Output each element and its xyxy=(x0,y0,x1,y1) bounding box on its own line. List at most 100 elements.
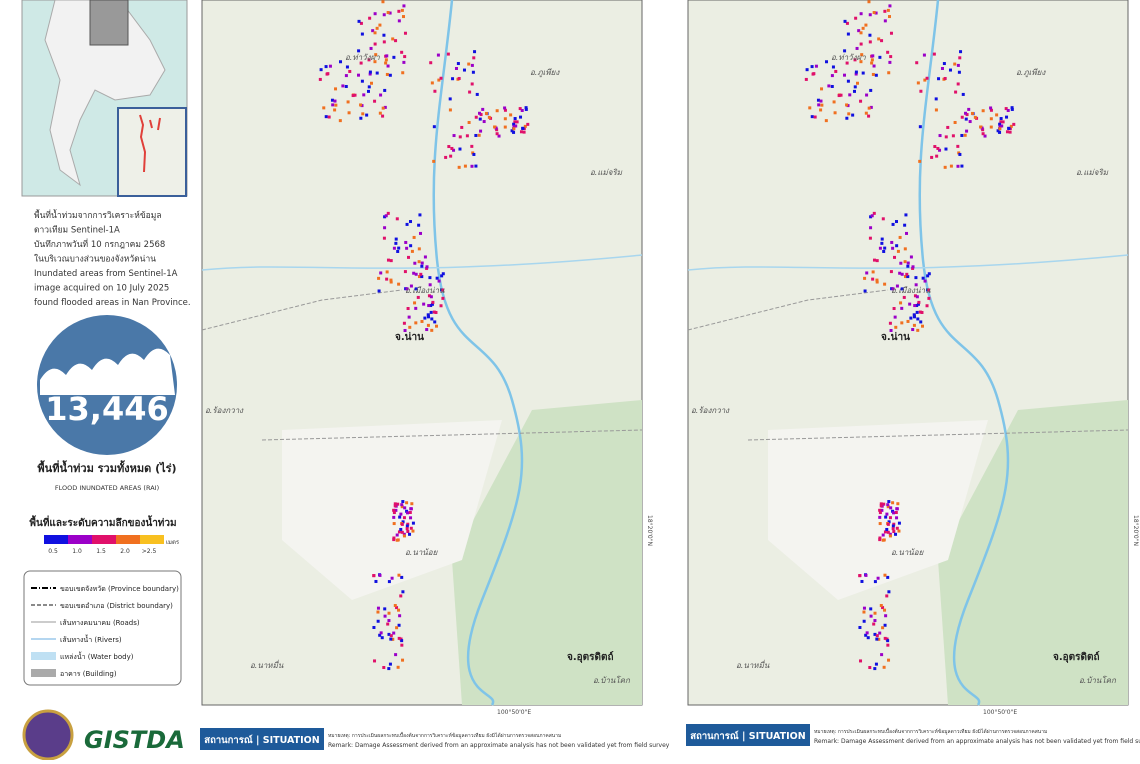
flood-pixel xyxy=(383,226,387,230)
flood-pixel xyxy=(481,107,485,111)
flood-pixel xyxy=(452,134,456,138)
flood-pixel xyxy=(479,113,483,117)
flood-pixel xyxy=(359,103,363,107)
flood-pixel xyxy=(813,115,817,119)
depth-unit: เมตร xyxy=(166,539,180,546)
place-label: อ.ท่าวังผา xyxy=(831,53,866,62)
flood-pixel xyxy=(808,106,812,110)
flood-pixel xyxy=(410,249,414,253)
flood-pixel xyxy=(339,60,343,64)
flood-pixel xyxy=(892,511,896,515)
flood-pixel xyxy=(378,633,382,637)
flood-pixel xyxy=(425,265,429,269)
flood-pixel xyxy=(864,111,868,115)
flood-pixel xyxy=(397,623,401,627)
flood-pixel xyxy=(412,271,416,275)
place-label: อ.ร้องกวาง xyxy=(691,406,730,415)
flood-pixel xyxy=(866,636,870,640)
flood-pixel xyxy=(357,19,361,23)
flood-pixel xyxy=(429,310,433,314)
flood-pixel xyxy=(379,631,383,635)
flood-pixel xyxy=(440,274,444,278)
flood-pixel xyxy=(395,533,399,537)
flood-pixel xyxy=(369,46,373,50)
flood-pixel xyxy=(510,129,514,133)
place-label: จ.น่าน xyxy=(881,331,910,343)
flood-pixel xyxy=(885,512,889,516)
flood-pixel xyxy=(417,247,421,251)
flood-pixel xyxy=(1010,106,1014,110)
flood-pixel xyxy=(522,130,526,134)
flood-pixel xyxy=(890,240,894,244)
flood-pixel xyxy=(448,97,452,101)
flood-pixel xyxy=(895,507,899,511)
flood-pixel xyxy=(1012,122,1016,126)
place-label: อ.นาหมื่น xyxy=(250,659,284,670)
flood-pixel xyxy=(887,520,891,524)
legend-label: เส้นทางคมนาคม (Roads) xyxy=(60,619,140,627)
flood-pixel xyxy=(389,280,393,284)
flood-pixel xyxy=(995,113,999,117)
flood-pixel xyxy=(885,637,889,641)
description-line: บันทึกภาพวันที่ 10 กรกฎาคม 2568 xyxy=(34,238,165,250)
flood-pixel xyxy=(998,130,1002,134)
flood-pixel xyxy=(878,538,882,542)
flood-pixel xyxy=(413,301,417,305)
flood-pixel xyxy=(392,522,396,526)
flood-pixel xyxy=(381,0,385,4)
flood-pixel xyxy=(878,515,882,519)
flood-pixel xyxy=(883,9,887,13)
flood-pixel xyxy=(470,144,474,148)
flood-pixel xyxy=(873,611,877,615)
flood-pixel xyxy=(384,214,388,218)
flood-pixel xyxy=(861,71,865,75)
flood-pixel xyxy=(360,32,364,36)
flood-pixel xyxy=(861,26,865,30)
flood-pixel xyxy=(944,147,948,151)
flood-pixel xyxy=(867,0,871,4)
legend-label: แหล่งน้ำ (Water body) xyxy=(60,650,134,661)
flood-pixel xyxy=(437,279,441,283)
flood-pixel xyxy=(368,16,372,20)
flood-pixel xyxy=(870,58,874,62)
flood-pixel xyxy=(919,320,923,324)
flood-pixel xyxy=(964,111,968,115)
flood-pixel xyxy=(376,610,380,614)
flood-pixel xyxy=(953,120,957,124)
flood-pixel xyxy=(888,516,892,520)
flood-pixel xyxy=(383,105,387,109)
flood-pixel xyxy=(889,55,893,59)
flood-pixel xyxy=(956,144,960,148)
flood-pixel xyxy=(957,151,961,155)
flood-pixel xyxy=(409,244,413,248)
description-line: ในบริเวณบางส่วนของจังหวัดน่าน xyxy=(34,254,156,265)
flood-pixel xyxy=(883,282,887,286)
flood-pixel xyxy=(423,316,427,320)
flood-pixel xyxy=(386,64,390,68)
flood-pixel xyxy=(397,530,401,534)
flood-pixel xyxy=(883,19,887,23)
flood-pixel xyxy=(408,511,412,515)
flood-pixel xyxy=(368,70,372,74)
place-label: อ.ท่าวังผา xyxy=(345,53,380,62)
flood-pixel xyxy=(444,155,448,159)
flood-pixel xyxy=(338,119,342,123)
flood-pixel xyxy=(881,533,885,537)
flood-pixel xyxy=(1000,124,1004,128)
flood-pixel xyxy=(512,122,516,126)
place-label: อ.นาน้อย xyxy=(405,548,439,557)
place-label: อ.ภูเพียง xyxy=(530,68,560,78)
flood-pixel xyxy=(399,512,403,516)
flood-pixel xyxy=(425,328,429,332)
flood-pixel xyxy=(441,288,445,292)
flood-pixel xyxy=(333,99,337,103)
flood-pixel xyxy=(346,100,350,104)
forest xyxy=(452,400,642,705)
flood-pixel xyxy=(894,325,898,329)
flood-pixel xyxy=(961,92,965,96)
depth-label: 0.5 xyxy=(48,548,58,555)
flood-pixel xyxy=(897,529,901,533)
flood-pixel xyxy=(376,619,380,623)
flood-pixel xyxy=(817,103,821,107)
flood-pixel xyxy=(867,106,871,110)
